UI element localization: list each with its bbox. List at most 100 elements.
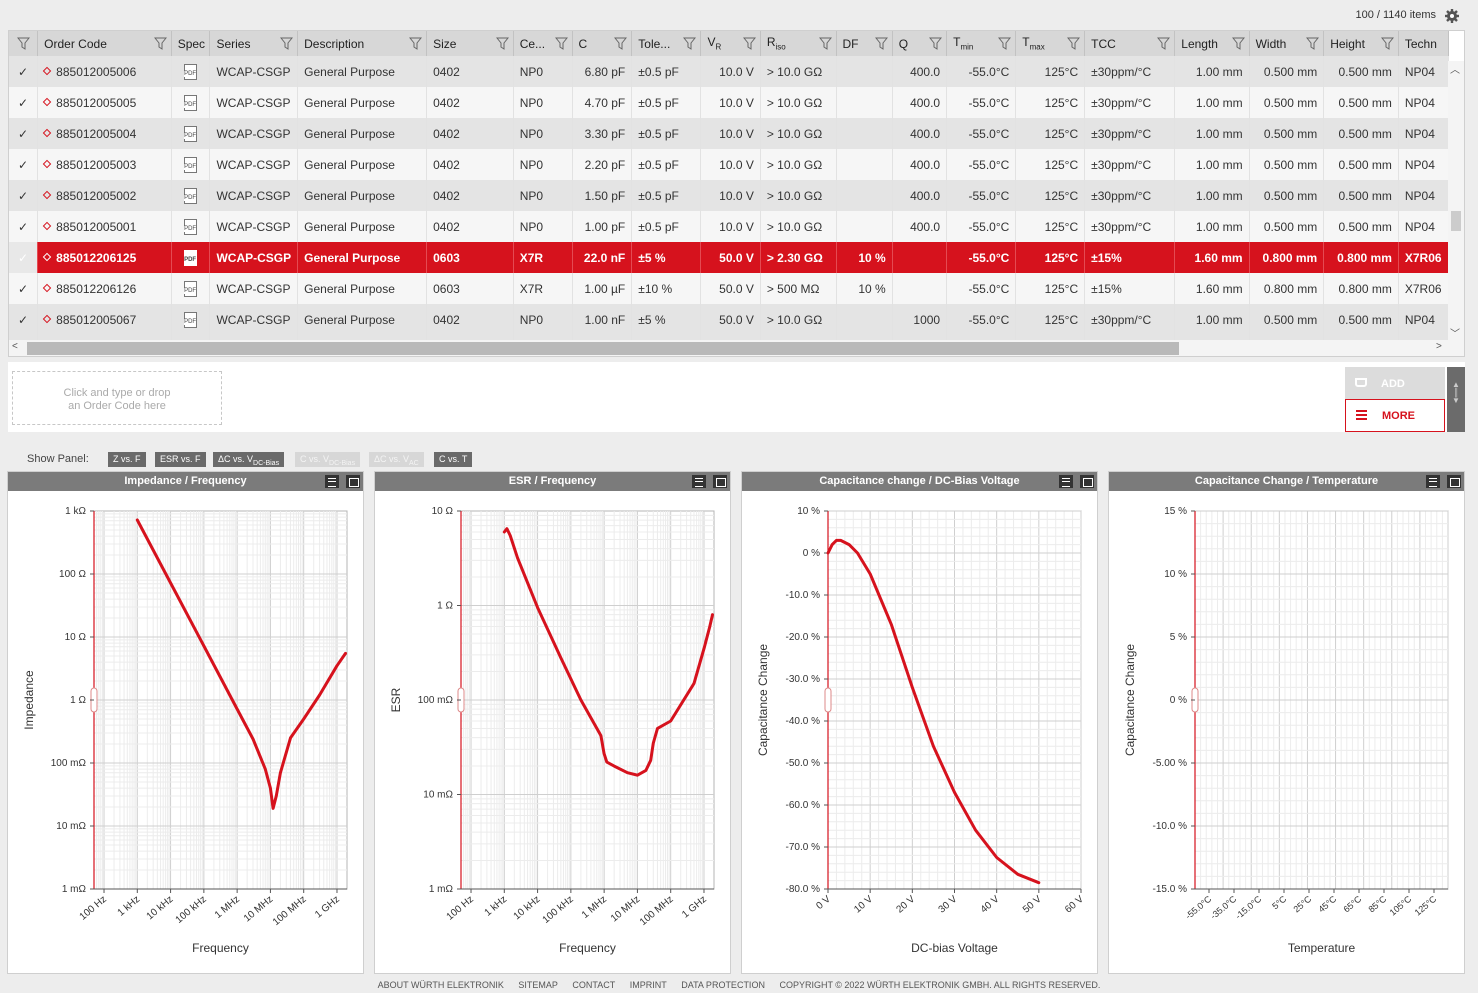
order-code-cell[interactable]: 885012005005: [37, 87, 172, 118]
pdf-icon[interactable]: [184, 249, 198, 266]
filter-icon[interactable]: [742, 37, 756, 50]
row-check-icon[interactable]: ✓: [9, 56, 39, 87]
column-header[interactable]: Spec: [171, 31, 211, 56]
spec-cell[interactable]: [171, 180, 211, 211]
chart-menu-icon[interactable]: [692, 475, 706, 488]
panel-toggle[interactable]: ESR vs. F: [155, 452, 206, 467]
spec-cell[interactable]: [171, 118, 211, 149]
panel-toggle[interactable]: ΔC vs. VAC: [369, 452, 424, 467]
footer-link[interactable]: SITEMAP: [518, 980, 558, 990]
spec-cell[interactable]: [171, 304, 211, 335]
row-check-icon[interactable]: ✓: [9, 211, 39, 242]
filter-icon[interactable]: [929, 37, 943, 50]
maximize-icon[interactable]: [1080, 475, 1094, 488]
pdf-icon[interactable]: [184, 125, 198, 142]
filter-icon[interactable]: [153, 37, 167, 50]
column-header[interactable]: DF: [836, 31, 893, 56]
axis-zoom-handle[interactable]: [824, 687, 832, 713]
filter-icon[interactable]: [1157, 37, 1171, 50]
pdf-icon[interactable]: [184, 311, 198, 328]
order-code-cell[interactable]: 885012005006: [37, 56, 172, 87]
footer-link[interactable]: CONTACT: [572, 980, 616, 990]
footer-link[interactable]: IMPRINT: [629, 980, 667, 990]
filter-icon[interactable]: [818, 37, 832, 50]
spec-cell[interactable]: [171, 273, 211, 304]
order-code-cell[interactable]: 885012005003: [37, 149, 172, 180]
filter-icon[interactable]: [874, 37, 888, 50]
order-code-cell[interactable]: 885012206125: [37, 242, 172, 273]
filter-icon[interactable]: [280, 37, 294, 50]
filter-icon[interactable]: [1380, 37, 1394, 50]
filter-icon[interactable]: [1306, 37, 1320, 50]
filter-icon[interactable]: [554, 37, 568, 50]
add-button[interactable]: ADD: [1345, 367, 1445, 400]
panel-toggle[interactable]: C vs. T: [434, 452, 473, 467]
maximize-icon[interactable]: [713, 475, 727, 488]
chart-menu-icon[interactable]: [1426, 475, 1440, 488]
footer-link[interactable]: ABOUT WÜRTH ELEKTRONIK: [377, 980, 504, 990]
chart-menu-icon[interactable]: [325, 475, 339, 488]
column-header[interactable]: TCC: [1084, 31, 1176, 56]
panel-toggle[interactable]: C vs. VDC-Bias: [295, 452, 361, 467]
row-check-icon[interactable]: ✓: [9, 87, 39, 118]
footer-link[interactable]: DATA PROTECTION: [681, 980, 765, 990]
column-header[interactable]: Series: [209, 31, 299, 56]
more-button[interactable]: MORE: [1345, 399, 1445, 432]
column-header[interactable]: Description: [297, 31, 428, 56]
panel-toggle[interactable]: ΔC vs. VDC-Bias: [213, 452, 285, 467]
pdf-icon[interactable]: [184, 94, 198, 111]
row-check-icon[interactable]: ✓: [9, 118, 39, 149]
filter-icon[interactable]: [614, 37, 628, 50]
column-header[interactable]: Height: [1323, 31, 1399, 56]
scroll-up-icon[interactable]: ︿: [1450, 65, 1460, 76]
column-header[interactable]: Length: [1174, 31, 1250, 56]
maximize-icon[interactable]: [1447, 475, 1461, 488]
order-code-cell[interactable]: 885012206126: [37, 273, 172, 304]
column-header[interactable]: Width: [1249, 31, 1325, 56]
filter-icon[interactable]: [1067, 37, 1081, 50]
column-header[interactable]: Techn: [1398, 31, 1449, 56]
row-check-icon[interactable]: ✓: [9, 304, 39, 335]
spec-cell[interactable]: [171, 149, 211, 180]
row-check-icon[interactable]: ✓: [9, 242, 39, 273]
scroll-right-icon[interactable]: >: [1436, 341, 1442, 352]
order-code-cell[interactable]: 885012005067: [37, 304, 172, 335]
column-header[interactable]: Tole...: [631, 31, 702, 56]
spec-cell[interactable]: [171, 211, 211, 242]
filter-icon[interactable]: [495, 37, 509, 50]
order-code-cell[interactable]: 885012005001: [37, 211, 172, 242]
scrollbar-thumb[interactable]: [27, 342, 1179, 355]
column-header[interactable]: Tmax: [1015, 31, 1086, 56]
panel-scrollbar[interactable]: ▲ ║ ▼: [1447, 367, 1465, 432]
row-check-icon[interactable]: ✓: [9, 180, 39, 211]
gear-icon[interactable]: [1444, 8, 1460, 24]
spec-cell[interactable]: [171, 242, 211, 273]
filter-icon[interactable]: [683, 37, 697, 50]
spec-cell[interactable]: [171, 87, 211, 118]
filter-icon[interactable]: [1231, 37, 1245, 50]
table-row[interactable]: [9, 335, 1449, 341]
column-header[interactable]: Order Code: [37, 31, 172, 56]
column-header[interactable]: Q: [892, 31, 948, 56]
pdf-icon[interactable]: [184, 218, 198, 235]
order-code-cell[interactable]: 885012005004: [37, 118, 172, 149]
vertical-scrollbar[interactable]: [1448, 61, 1464, 356]
column-header[interactable]: Size: [426, 31, 514, 56]
filter-icon[interactable]: [17, 37, 30, 50]
order-code-cell[interactable]: 885012005002: [37, 180, 172, 211]
spec-cell[interactable]: [171, 56, 211, 87]
chart-menu-icon[interactable]: [1059, 475, 1073, 488]
scrollbar-thumb[interactable]: [1451, 211, 1461, 231]
column-header[interactable]: [9, 31, 39, 56]
column-header[interactable]: Ce...: [513, 31, 573, 56]
scroll-left-icon[interactable]: <: [12, 341, 18, 352]
maximize-icon[interactable]: [346, 475, 360, 488]
pdf-icon[interactable]: [184, 156, 198, 173]
